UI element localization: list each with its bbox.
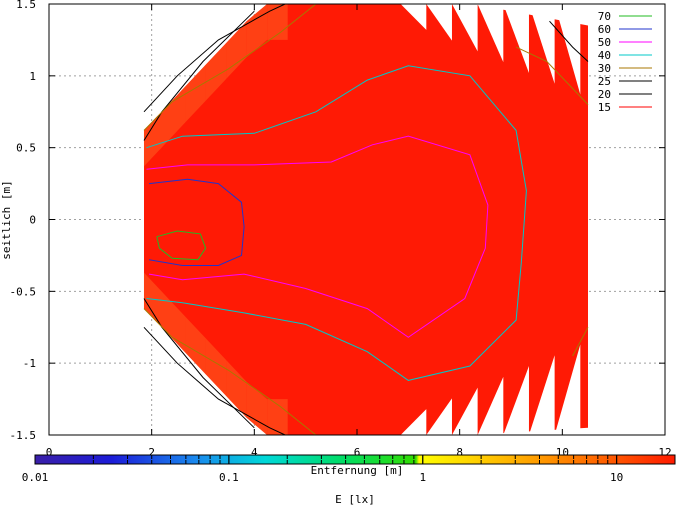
- edge-notch-bottom: [451, 387, 478, 435]
- contour-30: [572, 327, 589, 357]
- edge-notch-bottom: [554, 344, 581, 435]
- y-tick-label: 1: [29, 70, 36, 83]
- edge-fringe-bottom: [226, 360, 247, 418]
- contour-40: [146, 65, 527, 381]
- edge-fringe-top: [164, 86, 186, 145]
- edge-fringe-top: [226, 21, 247, 79]
- colorbar-ticks: 0.01 0.1 1 10: [22, 455, 676, 484]
- edge-notch-top: [451, 4, 478, 52]
- y-tick-label: -1.5: [10, 429, 37, 442]
- y-axis-ticks: 1.5 1 0.5 0 -0.5 -1 -1.5: [10, 0, 665, 442]
- heatmap-surface: [143, 4, 588, 435]
- edge-notch-top: [528, 4, 555, 84]
- colorbar-label: E [lx]: [335, 493, 375, 505]
- x-tick-label: 4: [251, 446, 258, 459]
- y-tick-label: -1: [23, 357, 36, 370]
- edge-fringe-bottom: [205, 338, 227, 396]
- x-axis-label: Entfernung [m]: [311, 464, 404, 477]
- edge-fringe-bottom: [246, 381, 268, 435]
- colorbar-tick-label: 10: [610, 471, 623, 484]
- edge-fringe-top: [246, 4, 268, 58]
- legend-label: 15: [598, 101, 611, 114]
- edge-notch-bottom: [503, 366, 529, 435]
- edge-notch-top: [554, 4, 581, 95]
- edge-fringe-bottom: [164, 294, 186, 353]
- y-tick-label: 0.5: [16, 142, 36, 155]
- legend-label: 20: [598, 88, 611, 101]
- legend-label: 70: [598, 10, 611, 23]
- legend-label: 60: [598, 23, 611, 36]
- y-tick-label: -0.5: [10, 285, 37, 298]
- contour-60: [149, 178, 245, 266]
- edge-notch-top: [477, 4, 504, 63]
- colorbar: 0.01 0.1 1 10: [22, 454, 676, 484]
- contour-30: [143, 4, 317, 131]
- legend-label: 50: [598, 36, 611, 49]
- edge-notch-bottom: [477, 376, 504, 435]
- x-tick-label: 2: [148, 446, 155, 459]
- legend-label: 30: [598, 62, 611, 75]
- y-tick-label: 1.5: [16, 0, 36, 11]
- contour-20: [549, 20, 589, 62]
- legend-label: 40: [598, 49, 611, 62]
- edge-fringe-bottom: [143, 272, 165, 331]
- contour-25: [143, 4, 286, 113]
- colorbar-tick-label: 1: [419, 471, 426, 484]
- contour-30: [143, 308, 317, 435]
- edge-notch-top: [503, 4, 529, 73]
- edge-notch-bottom: [528, 355, 555, 435]
- colorbar-tick-label: 0.1: [219, 471, 239, 484]
- y-tick-label: 0: [29, 214, 36, 227]
- contour-25: [143, 326, 286, 435]
- contour-30: [515, 46, 589, 105]
- edge-notch-bottom: [426, 398, 452, 435]
- edge-fringe-top: [205, 43, 227, 101]
- x-tick-label: 0: [46, 446, 53, 459]
- y-axis-label: seitlich [m]: [0, 180, 13, 259]
- contour-lines: [143, 4, 589, 435]
- contour-70: [156, 230, 207, 261]
- colorbar-tick-label: 0.01: [22, 471, 49, 484]
- legend-label: 25: [598, 75, 611, 88]
- x-tick-label: 6: [354, 446, 361, 459]
- contour-20: [143, 10, 255, 141]
- contour-20: [143, 298, 255, 429]
- contour-50: [146, 135, 489, 338]
- edge-fringe-top: [143, 108, 165, 167]
- edge-notch-bottom: [400, 409, 427, 435]
- edge-notch-top: [400, 4, 427, 30]
- illuminance-field: [144, 4, 588, 435]
- colorbar-gradient: [34, 454, 676, 465]
- x-tick-label: 8: [456, 446, 463, 459]
- edge-notch-top: [426, 4, 452, 41]
- edge-fringe-top: [185, 64, 206, 123]
- edge-fringe-bottom: [185, 316, 206, 375]
